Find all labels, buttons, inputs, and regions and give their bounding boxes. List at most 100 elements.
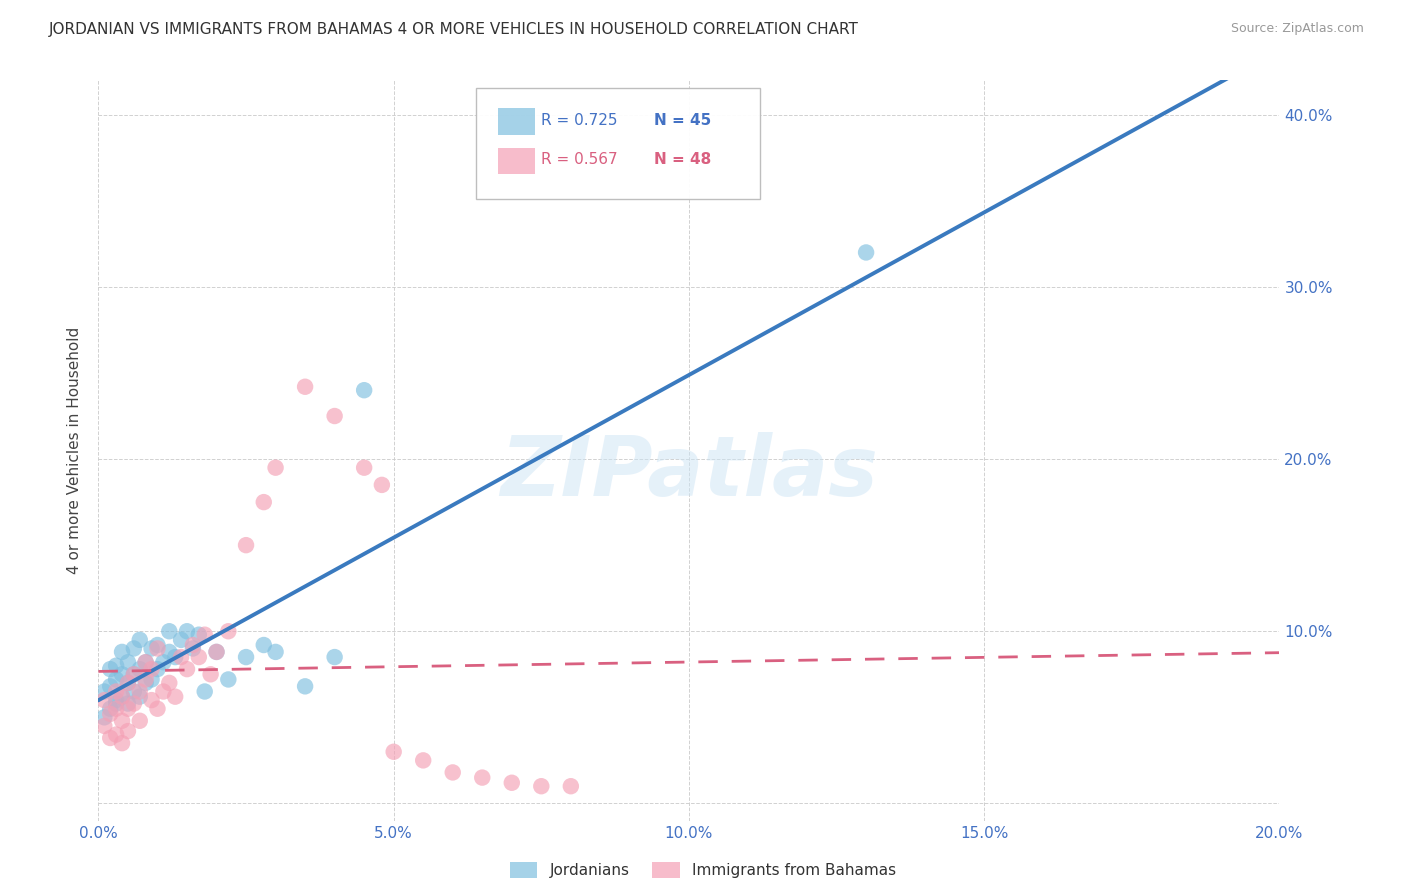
Point (165, 650, 187, 665)
Point (105, 693, 128, 707)
Point (353, 460, 375, 475)
Point (128, 632, 150, 647)
Point (117, 697, 139, 711)
Point (194, 684, 217, 698)
Text: Source: ZipAtlas.com: Source: ZipAtlas.com (1230, 22, 1364, 36)
Point (135, 655, 157, 669)
Point (170, 632, 193, 647)
Point (371, 478, 394, 492)
Text: JORDANIAN VS IMMIGRANTS FROM BAHAMAS 4 OR MORE VEHICLES IN HOUSEHOLD CORRELATION: JORDANIAN VS IMMIGRANTS FROM BAHAMAS 4 O… (49, 22, 859, 37)
Point (264, 460, 287, 475)
Point (135, 676, 157, 690)
Point (98, 679, 121, 693)
Point (530, 779, 553, 793)
Point (122, 697, 145, 711)
Point (122, 684, 145, 698)
Point (353, 383, 375, 397)
Point (111, 690, 134, 704)
Point (93, 719, 115, 733)
Point (111, 736, 134, 750)
Point (93, 693, 115, 707)
FancyBboxPatch shape (477, 87, 759, 199)
Text: R = 0.725: R = 0.725 (541, 112, 617, 128)
Point (217, 673, 239, 687)
Point (122, 641, 145, 656)
Y-axis label: 4 or more Vehicles in Household: 4 or more Vehicles in Household (67, 326, 83, 574)
Point (128, 714, 150, 728)
Point (560, 779, 582, 793)
Point (105, 702, 128, 716)
Point (128, 684, 150, 698)
Point (117, 655, 139, 669)
Point (135, 673, 157, 687)
Point (471, 771, 494, 785)
Point (194, 628, 217, 642)
Point (111, 645, 134, 659)
Point (235, 650, 257, 665)
Point (141, 662, 163, 676)
Point (93, 710, 115, 724)
Text: N = 48: N = 48 (654, 152, 711, 167)
Point (165, 690, 187, 704)
Point (253, 638, 276, 652)
Point (264, 645, 287, 659)
Point (117, 724, 139, 739)
Point (111, 690, 134, 704)
Point (181, 641, 204, 656)
Point (323, 650, 346, 665)
Point (93, 684, 115, 698)
Point (128, 662, 150, 676)
Point (105, 673, 128, 687)
Point (141, 641, 163, 656)
Point (157, 624, 180, 639)
Point (170, 650, 193, 665)
Point (105, 684, 128, 698)
Point (152, 684, 174, 698)
Point (128, 690, 150, 704)
Point (105, 727, 128, 741)
Point (187, 628, 209, 642)
FancyBboxPatch shape (498, 109, 536, 135)
FancyBboxPatch shape (498, 148, 536, 174)
Point (441, 765, 464, 780)
Point (105, 658, 128, 673)
Text: N = 45: N = 45 (654, 112, 711, 128)
Point (235, 538, 257, 552)
Point (205, 645, 228, 659)
Point (146, 641, 169, 656)
Point (146, 702, 169, 716)
Point (141, 693, 163, 707)
Point (146, 662, 169, 676)
Legend: Jordanians, Immigrants from Bahamas: Jordanians, Immigrants from Bahamas (503, 856, 903, 884)
Point (117, 676, 139, 690)
Point (98, 702, 121, 716)
Point (294, 380, 316, 394)
Point (217, 624, 239, 639)
Point (176, 662, 198, 676)
Point (117, 676, 139, 690)
Point (111, 714, 134, 728)
Point (855, 245, 877, 260)
Point (187, 650, 209, 665)
Point (122, 667, 145, 681)
Point (98, 662, 121, 676)
Point (176, 624, 198, 639)
Point (382, 745, 405, 759)
Point (501, 776, 523, 790)
Point (253, 495, 276, 509)
Point (412, 753, 434, 767)
Point (294, 679, 316, 693)
Point (146, 638, 169, 652)
Point (157, 676, 180, 690)
Point (152, 655, 174, 669)
Text: ZIPatlas: ZIPatlas (501, 432, 877, 513)
Point (141, 673, 163, 687)
Point (135, 655, 157, 669)
Point (117, 702, 139, 716)
Point (181, 638, 204, 652)
Point (105, 697, 128, 711)
Point (98, 731, 121, 745)
Point (111, 667, 134, 681)
Point (122, 667, 145, 681)
Text: R = 0.567: R = 0.567 (541, 152, 617, 167)
